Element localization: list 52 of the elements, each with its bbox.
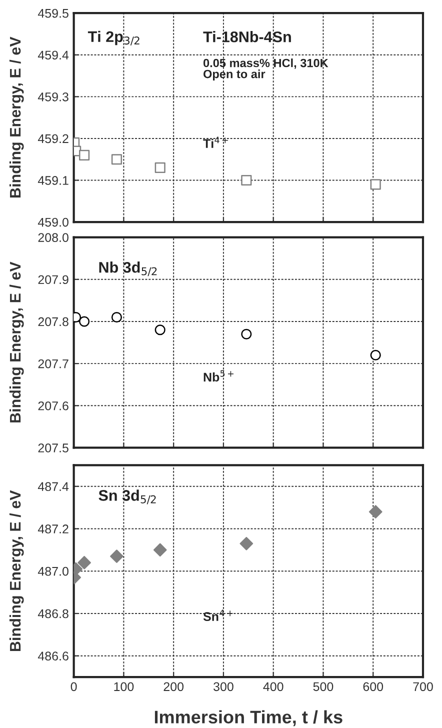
point (240, 536, 254, 550)
y-tick-label: 207.6 (38, 401, 68, 410)
x-tick-label: 300 (214, 682, 234, 692)
y-tick-label: 487.2 (38, 524, 68, 534)
annotation: Nb$^{5+}$ (204, 370, 234, 382)
y-tick-label: 207.8 (38, 317, 68, 326)
annotation: Ti 2p$_{3/2}$ (88, 30, 140, 46)
y-tick-label: 487.0 (38, 566, 68, 576)
point (79, 150, 90, 160)
x-tick-label: 600 (363, 682, 384, 692)
x-tick-label: 700 (413, 682, 433, 692)
annotation: Ti-18Nb-4Sn (203, 31, 291, 42)
y-axis-title: Binding Energy, E / eV (9, 36, 24, 198)
y-tick-label: 459.2 (38, 134, 68, 144)
x-tick-label: 500 (313, 682, 334, 692)
y-axis-title: Binding Energy, E / eV (9, 490, 24, 652)
y-tick-label: 487.4 (38, 482, 69, 492)
y-axis-title: Binding Energy, E / eV (9, 262, 24, 422)
x-axis-title: Immersion Time, t / ks (154, 710, 342, 726)
x-tick-label: 200 (164, 682, 184, 692)
y-tick-label: 208.0 (38, 233, 68, 242)
y-tick-label: 486.6 (38, 652, 68, 661)
annotation: 0.05 mass% HCl, 310K Open to air (203, 58, 328, 81)
y-tick-label: 459.4 (38, 50, 69, 60)
annotation: Ti$^{4+}$ (203, 136, 228, 148)
point (241, 328, 252, 340)
point (370, 350, 381, 360)
annotation: Sn 3d$_{5/2}$ (98, 490, 156, 504)
point (78, 556, 91, 570)
x-tick-label: 100 (114, 682, 134, 692)
x-tick-label: 400 (263, 682, 284, 692)
y-tick-label: 207.7 (38, 359, 68, 368)
point (111, 154, 122, 165)
annotation: Nb 3d$_{5/2}$ (99, 262, 157, 276)
y-tick-label: 459.5 (38, 8, 68, 18)
y-tick-label: 459.3 (38, 92, 68, 102)
point (154, 324, 166, 336)
y-tick-label: 459.1 (38, 176, 68, 185)
point (110, 550, 124, 563)
point (370, 179, 381, 190)
point (154, 162, 166, 173)
y-tick-label: 486.8 (38, 609, 68, 618)
annotation: Sn$^{4+}$ (203, 610, 233, 621)
point (111, 312, 122, 323)
y-tick-label: 459.0 (38, 218, 68, 227)
point (241, 174, 252, 186)
point (79, 316, 90, 327)
x-tick-label: 0 (70, 682, 77, 692)
y-tick-label: 207.9 (38, 275, 68, 284)
point (368, 505, 382, 518)
y-tick-label: 207.5 (38, 444, 68, 452)
point (153, 543, 167, 557)
